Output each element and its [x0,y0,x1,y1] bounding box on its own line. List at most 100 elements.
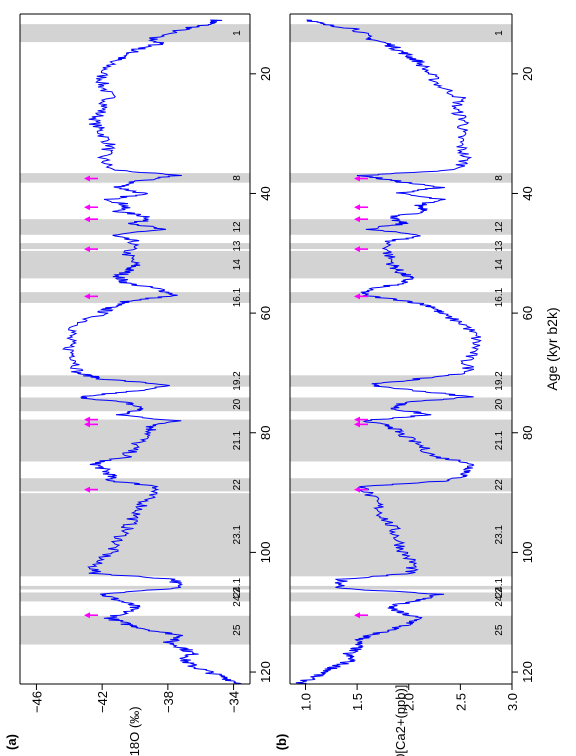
band-label-8-panel-2: 8 [494,175,505,181]
band-label-1-panel-2: 1 [494,30,505,36]
band-label-25-panel-1: 25 [232,624,243,636]
shaded-band-25-panel-1 [20,615,250,645]
event-arrow-head-7-panel-1 [84,421,90,428]
shaded-band-24-1-panel-1 [20,585,250,590]
shaded-band-21-1-panel-2 [290,419,512,462]
shaded-band-1-panel-1 [20,24,250,43]
shaded-band-8-panel-1 [20,173,250,183]
band-label-13-panel-1: 13 [232,240,243,252]
series-line-panel-1 [62,19,242,685]
shaded-bands-layer [20,24,512,645]
event-arrow-head-3-panel-2 [354,216,360,223]
band-label-14-panel-2: 14 [494,259,505,271]
band-label-23-1-panel-2: 23.1 [494,525,505,545]
panel-label-2: (b) [274,734,289,751]
band-label-24-2-panel-1: 24.2 [232,587,243,607]
shaded-band-25-panel-2 [290,615,512,645]
axes-layer [19,13,518,690]
shaded-band-12-panel-1 [20,219,250,235]
band-label-19-2-panel-2: 19.2 [494,371,505,391]
event-arrow-head-5-panel-2 [354,293,360,300]
band-label-16-1-panel-1: 16.1 [232,287,243,307]
event-arrow-head-3-panel-1 [84,216,90,223]
event-arrow-head-2-panel-2 [354,204,360,211]
x-axis-label: Age (kyr b2k) [544,307,560,390]
series-line-panel-2 [295,19,482,685]
band-label-25-panel-2: 25 [494,624,505,636]
event-arrow-head-9-panel-1 [84,612,90,619]
age-tick-label-80-panel-2: 80 [520,426,535,440]
band-label-23-1-panel-1: 23.1 [232,525,243,545]
value-tick-label-2-panel-2: 1.5 [350,693,365,711]
age-tick-label-40-panel-2: 40 [520,186,535,200]
band-label-13-panel-2: 13 [494,240,505,252]
event-arrow-head-8-panel-2 [354,486,360,493]
value-tick-label-1-panel-1: −34 [227,691,242,713]
value-tick-label-3-panel-2: 2.0 [402,693,417,711]
shaded-band-1-panel-2 [290,24,512,43]
value-tick-label-4-panel-1: −46 [29,691,44,713]
band-label-22-panel-1: 22 [232,479,243,491]
band-label-24-1-panel-2: 24.1 [494,578,505,598]
value-tick-label-4-panel-2: 2.5 [453,693,468,711]
age-tick-label-80-panel-1: 80 [258,426,273,440]
event-arrow-head-8-panel-1 [84,486,90,493]
event-arrow-head-9-panel-2 [354,612,360,619]
event-arrow-head-6-panel-2 [354,416,360,423]
shaded-band-19-2-panel-1 [20,375,250,387]
value-tick-label-1-panel-2: 1.0 [298,693,313,711]
age-tick-label-100-panel-1: 100 [258,542,273,564]
band-label-19-2-panel-1: 19.2 [232,371,243,391]
age-tick-label-60-panel-2: 60 [520,306,535,320]
age-tick-label-20-panel-2: 20 [520,67,535,81]
band-label-1-panel-1: 1 [232,30,243,36]
shaded-band-16-1-panel-2 [290,292,512,303]
value-tick-label-5-panel-2: 3.0 [505,693,520,711]
y-axis-label-panel-1: δ18O (‰) [127,706,142,756]
age-tick-label-120-panel-1: 120 [258,661,273,683]
band-label-20-panel-1: 20 [232,398,243,410]
y-axis-label-panel-2: log10[Ca2+(ppb)] [393,685,408,756]
band-label-24-2-panel-2: 24.2 [494,587,505,607]
band-label-20-panel-2: 20 [494,398,505,410]
shaded-band-14-panel-1 [20,250,250,279]
band-label-16-1-panel-2: 16.1 [494,287,505,307]
age-tick-label-120-panel-2: 120 [520,661,535,683]
shaded-band-20-panel-1 [20,397,250,412]
band-label-21-1-panel-1: 21.1 [232,430,243,450]
event-arrow-head-4-panel-1 [84,246,90,253]
shaded-band-8-panel-2 [290,173,512,183]
shaded-band-13-panel-2 [290,243,512,250]
age-tick-label-20-panel-1: 20 [258,67,273,81]
labels-layer: 1812131416.119.22021.12223.124.124.225−3… [4,30,560,756]
value-tick-label-3-panel-1: −42 [95,691,110,713]
shaded-band-12-panel-2 [290,219,512,235]
event-arrows-layer [84,175,368,619]
panel-label-1: (a) [4,734,19,750]
series-layer [62,19,482,685]
age-tick-label-40-panel-1: 40 [258,186,273,200]
age-tick-label-100-panel-2: 100 [520,542,535,564]
shaded-band-24-1-panel-2 [290,585,512,590]
event-arrow-head-1-panel-2 [354,175,360,182]
shaded-band-22-panel-1 [20,478,250,492]
band-label-12-panel-2: 12 [494,221,505,233]
shaded-band-24-2-panel-1 [20,592,250,602]
band-label-24-1-panel-1: 24.1 [232,578,243,598]
shaded-band-21-1-panel-1 [20,419,250,462]
event-arrow-head-1-panel-1 [84,175,90,182]
age-tick-label-60-panel-1: 60 [258,306,273,320]
event-arrow-head-2-panel-1 [84,204,90,211]
value-tick-label-2-panel-1: −38 [161,691,176,713]
band-label-21-1-panel-2: 21.1 [494,430,505,450]
event-arrow-head-6-panel-1 [84,416,90,423]
shaded-band-16-1-panel-1 [20,292,250,303]
shaded-band-23-1-panel-2 [290,493,512,577]
band-label-22-panel-2: 22 [494,479,505,491]
event-arrow-head-5-panel-1 [84,293,90,300]
band-label-14-panel-1: 14 [232,259,243,271]
event-arrow-head-4-panel-2 [354,246,360,253]
band-label-12-panel-1: 12 [232,221,243,233]
shaded-band-24-2-panel-2 [290,592,512,602]
